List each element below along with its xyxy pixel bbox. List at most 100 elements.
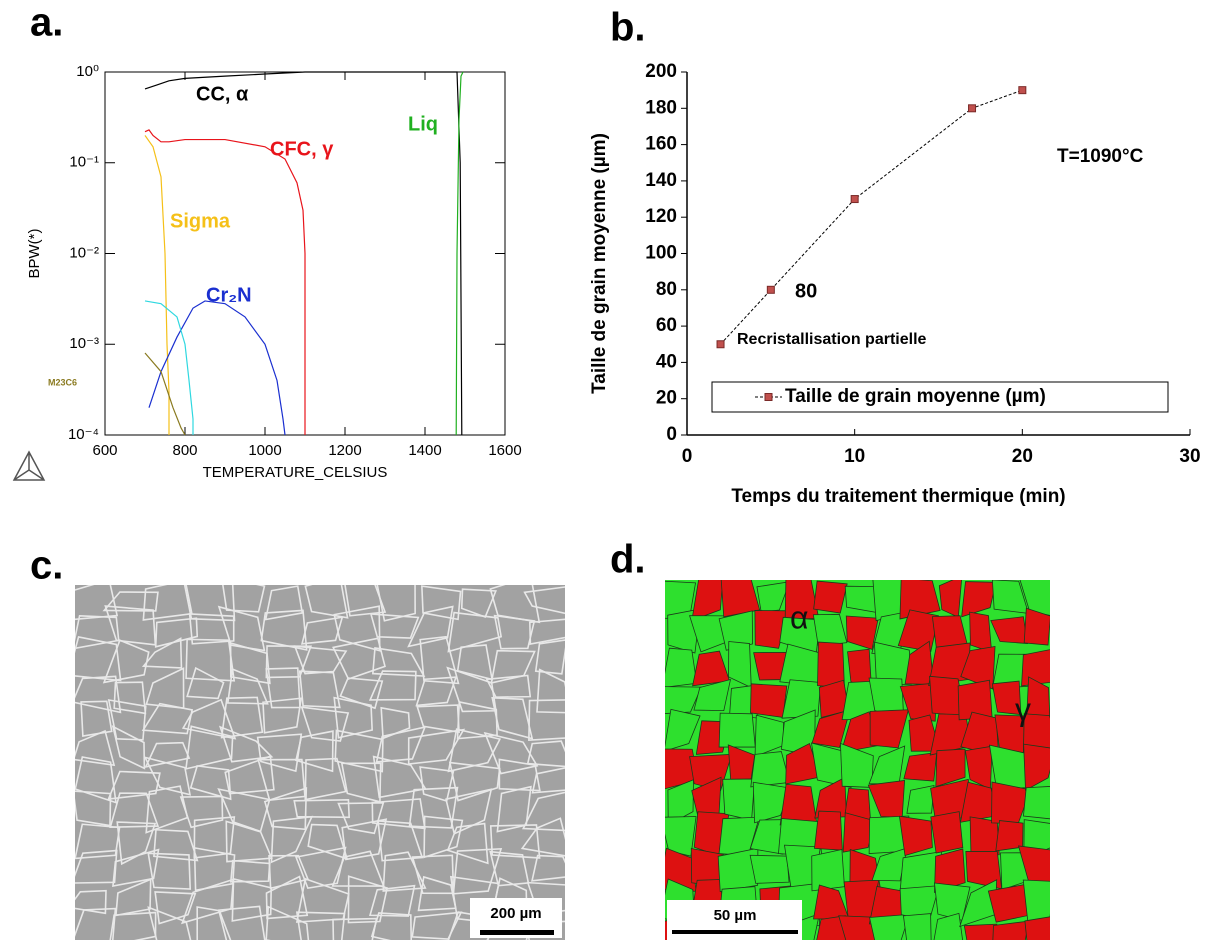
grain [1023,607,1050,646]
annotation: 80 [795,280,817,302]
grain [265,875,309,920]
grain [750,683,788,718]
grain [898,815,933,856]
grain [229,641,271,685]
grain [869,709,909,749]
grain [382,851,427,892]
grain [332,637,386,680]
grain [217,605,266,652]
grain [293,645,348,675]
grain [295,730,334,773]
grain [344,585,387,617]
grain [368,884,416,917]
y-tick-label: 140 [645,170,677,191]
grain [181,698,237,740]
x-axis-label: TEMPERATURE_CELSIUS [203,464,388,481]
grain [185,638,236,682]
grain [534,639,565,675]
grain [264,585,304,621]
grain [75,907,117,940]
y-axis-label: Taille de grain moyenne (µm) [589,133,610,394]
grain [153,828,199,862]
grain [491,696,534,740]
panel-label: b. [610,6,646,50]
grain [521,791,565,832]
grain [871,847,908,882]
grain [377,820,424,862]
grain [334,729,384,773]
grain [838,915,879,940]
x-tick-label: 20 [1012,446,1033,467]
grain [816,915,848,940]
legend-box [711,381,1169,413]
grain [218,725,274,763]
grain [226,667,269,705]
grain [903,751,938,782]
series-line [720,89,1023,345]
grain [446,822,489,865]
grain [1022,713,1050,753]
grain [256,733,303,773]
y-tick-label: 10⁻¹ [69,154,99,171]
y-tick-label: 10⁻³ [69,335,99,352]
grain [1021,649,1050,687]
grain [969,611,993,653]
grain [217,905,266,940]
grain [80,700,113,737]
grain [781,679,822,719]
grain [1019,580,1050,616]
grain [447,611,503,653]
grain [930,811,964,854]
grain [897,609,940,652]
grain [154,617,199,648]
marker [968,104,977,113]
grain [906,784,935,814]
grain [665,686,702,714]
series-label: Sigma [170,210,231,232]
grain [899,580,941,620]
grain [452,848,503,895]
x-tick-label: 600 [92,442,117,459]
grain [407,728,466,765]
grain [693,678,731,712]
grain [112,848,160,888]
grain [845,615,879,650]
grain [75,675,122,714]
x-tick-label: 1200 [328,442,361,459]
grain [423,815,464,859]
grain [115,878,152,917]
y-tick-label: 40 [656,351,677,372]
x-axis-label: Temps du traitement thermique (min) [731,486,1065,507]
grain [147,852,192,890]
grain [347,875,389,924]
scale-bar [672,930,798,934]
grain [75,889,107,915]
grain [188,613,235,645]
grain [75,636,122,682]
grain [260,609,308,651]
grain [295,911,346,940]
marker [850,195,859,204]
grain [339,677,384,710]
phase-regions [665,580,1050,940]
x-tick-label: 0 [682,446,693,467]
grain [483,731,539,775]
scale-text: 200 µm [490,905,541,922]
grain [415,676,458,707]
grain [969,816,1000,856]
grain [75,585,119,621]
y-tick-label: 180 [645,97,677,118]
grain [304,757,347,801]
grain [526,740,565,768]
grain [141,702,194,735]
grain [408,786,459,829]
grain [933,912,964,940]
legend-label: Taille de grain moyenne (µm) [785,386,1046,407]
y-tick-label: 10⁻² [69,244,99,261]
series-line [144,71,463,436]
x-tick-label: 1600 [488,442,521,459]
grain [179,795,224,829]
grain [665,708,701,752]
grain [416,704,460,734]
